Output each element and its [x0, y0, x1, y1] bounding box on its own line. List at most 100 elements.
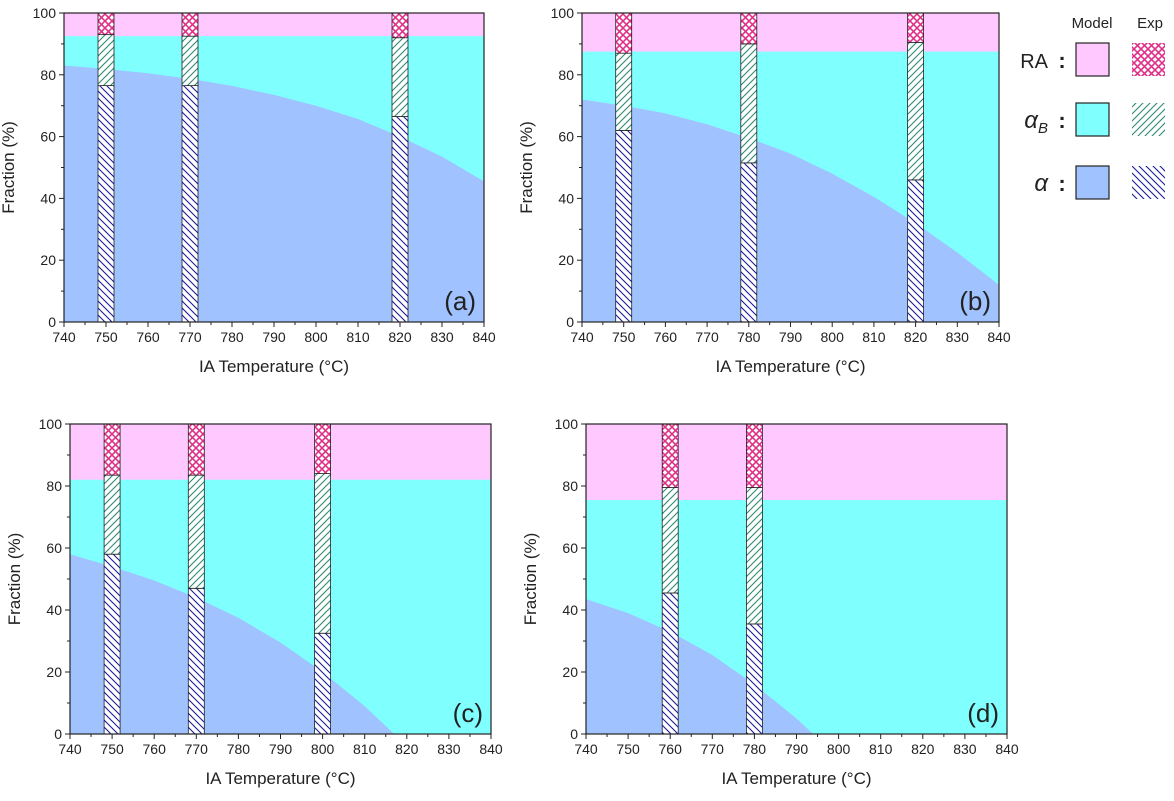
exp-bar-alpha [103, 553, 121, 734]
exp-bar-alpha [187, 587, 205, 734]
legend-exp-swatch [1132, 166, 1165, 199]
x-tick-label: 800 [304, 329, 328, 345]
y-tick-label: 60 [46, 540, 62, 556]
exp-bar-alphab [103, 474, 121, 555]
legend-colon: : [1058, 48, 1065, 73]
y-axis: 0 20 40 60 80 100 [39, 416, 70, 742]
panel-b: 740 750 760 770 780 790 800 810 820 830 840 0 20 40 60… [517, 5, 1011, 376]
x-tick-label: 820 [911, 741, 935, 757]
exp-bar-ra [314, 424, 332, 474]
exp-bar [740, 13, 758, 322]
y-axis-title: Fraction (%) [0, 121, 18, 214]
plot-area [582, 13, 999, 322]
x-tick-label: 840 [987, 329, 1011, 345]
legend-colon: : [1058, 108, 1065, 133]
plot-area [586, 424, 1007, 734]
exp-bar-alpha [746, 623, 763, 734]
x-tick-label: 810 [862, 329, 886, 345]
y-tick-label: 0 [54, 726, 62, 742]
model-alpha-region [582, 99, 999, 322]
exp-bar-alphab [181, 35, 199, 87]
x-axis-title: IA Temperature (°C) [205, 769, 355, 788]
exp-bar [314, 424, 332, 734]
exp-bar-alpha [615, 130, 633, 322]
plot-area [64, 13, 484, 322]
exp-bar [615, 13, 633, 322]
x-tick-label: 800 [311, 741, 335, 757]
x-tick-label: 740 [574, 741, 598, 757]
x-tick-label: 810 [346, 329, 370, 345]
exp-bar-ra [97, 13, 115, 36]
exp-bar-alphab [314, 473, 332, 634]
x-tick-label: 770 [178, 329, 202, 345]
legend-label: αB [1024, 107, 1048, 137]
exp-bar-ra [103, 424, 121, 476]
x-tick-label: 770 [695, 329, 719, 345]
exp-bar-ra [391, 13, 409, 39]
y-tick-label: 40 [40, 190, 56, 206]
x-axis-title: IA Temperature (°C) [715, 357, 865, 376]
y-tick-label: 80 [46, 478, 62, 494]
x-tick-label: 760 [659, 741, 683, 757]
x-tick-label: 780 [743, 741, 767, 757]
x-tick-label: 740 [52, 329, 76, 345]
x-tick-label: 810 [869, 741, 893, 757]
exp-bar-alpha [391, 116, 409, 322]
exp-bar-alpha [661, 592, 679, 734]
x-tick-label: 790 [779, 329, 803, 345]
x-tick-label: 830 [946, 329, 970, 345]
legend-item-ra: RA: [1020, 42, 1165, 77]
exp-bar [391, 13, 409, 322]
x-axis: 740 750 760 770 780 790 800 810 820 830 840 [58, 734, 503, 757]
x-tick-label: 830 [437, 741, 461, 757]
legend-label: α [1034, 170, 1049, 197]
x-tick-label: 770 [701, 741, 725, 757]
y-tick-label: 20 [40, 252, 56, 268]
exp-bar-alpha [314, 632, 332, 734]
panel-label: (a) [444, 286, 476, 316]
legend-item-alphab: αB: [1024, 102, 1165, 137]
x-tick-label: 750 [616, 741, 640, 757]
legend-exp-swatch [1132, 43, 1165, 76]
legend-model-swatch [1075, 102, 1110, 137]
exp-bar [103, 424, 121, 734]
panel-c: 740 750 760 770 780 790 800 810 820 830 840 0 20 40 60… [5, 416, 503, 788]
exp-bar-ra [907, 13, 924, 43]
legend-exp-swatch [1132, 103, 1165, 136]
y-tick-label: 80 [562, 478, 578, 494]
panel-label: (c) [453, 698, 483, 728]
x-tick-label: 800 [821, 329, 845, 345]
exp-bar-alpha [181, 85, 199, 322]
x-tick-label: 740 [570, 329, 594, 345]
y-tick-label: 0 [566, 314, 574, 330]
x-tick-label: 780 [737, 329, 761, 345]
y-tick-label: 100 [551, 5, 575, 21]
x-tick-label: 760 [136, 329, 160, 345]
x-tick-label: 830 [430, 329, 454, 345]
x-tick-label: 750 [94, 329, 118, 345]
x-tick-label: 750 [100, 741, 124, 757]
exp-bar-alphab [187, 474, 205, 589]
x-tick-label: 840 [472, 329, 496, 345]
y-tick-label: 100 [555, 416, 579, 432]
plot-area [70, 424, 491, 734]
x-axis-title: IA Temperature (°C) [721, 769, 871, 788]
x-tick-label: 750 [612, 329, 636, 345]
model-alpha-region [586, 599, 1007, 734]
x-tick-label: 760 [654, 329, 678, 345]
x-tick-label: 800 [827, 741, 851, 757]
exp-bar-alphab [907, 41, 924, 181]
y-tick-label: 40 [558, 190, 574, 206]
x-tick-label: 840 [479, 741, 503, 757]
y-axis: 0 20 40 60 80 100 [555, 416, 586, 742]
y-tick-label: 20 [46, 664, 62, 680]
y-tick-label: 100 [39, 416, 63, 432]
exp-bar-alpha [907, 179, 924, 322]
exp-bar [907, 13, 924, 322]
legend-colon: : [1058, 171, 1065, 196]
x-tick-label: 820 [395, 741, 419, 757]
legend-header-exp: Exp [1137, 15, 1163, 32]
y-tick-label: 80 [40, 67, 56, 83]
y-axis-title: Fraction (%) [517, 121, 536, 214]
